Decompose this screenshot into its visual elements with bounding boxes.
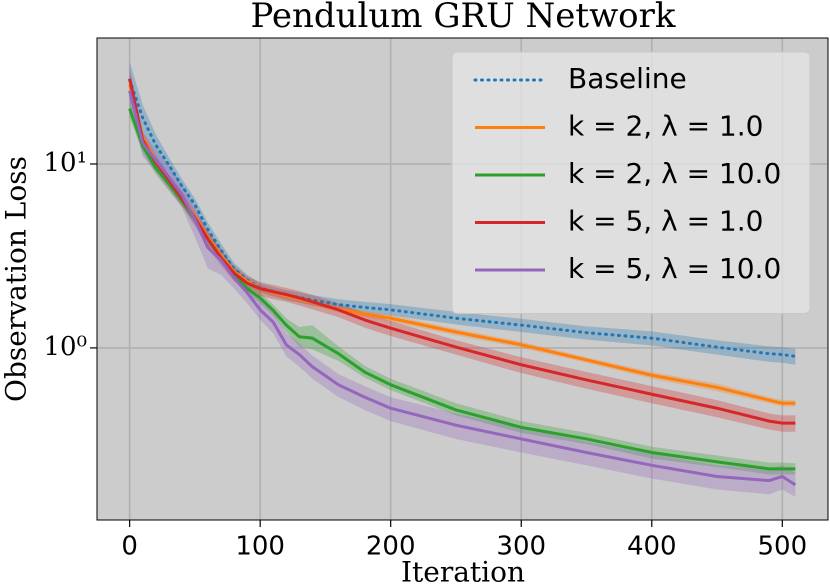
plot-frame: [96, 37, 829, 521]
x-tick-label: 500: [757, 532, 807, 562]
legend-label: k = 2, λ = 10.0: [568, 157, 781, 190]
x-tick-label: 400: [627, 532, 677, 562]
x-tick-label: 300: [496, 532, 546, 562]
y-tick-label: 10⁰: [43, 332, 87, 362]
series-line: [128, 90, 797, 487]
lines: [128, 78, 797, 487]
x-axis-label: Iteration: [401, 556, 525, 588]
legend-label: k = 5, λ = 1.0: [568, 205, 763, 238]
chart-title: Pendulum GRU Network: [250, 0, 675, 36]
ticks: 0 100 200 300 400 500 10⁰ 10¹: [43, 148, 807, 562]
legend-label: k = 5, λ = 10.0: [568, 252, 781, 285]
x-tick-label: 0: [121, 532, 138, 562]
x-tick-label: 100: [235, 532, 285, 562]
legend-label: k = 2, λ = 1.0: [568, 110, 763, 143]
y-axis-label: Observation Loss: [0, 156, 33, 402]
legend: Baseline k = 2, λ = 1.0 k = 2, λ = 10.0 k =…: [451, 51, 811, 314]
legend-box: [451, 51, 811, 314]
y-tick-label: 10¹: [43, 148, 87, 178]
series-line: [128, 78, 797, 358]
x-tick-label: 200: [366, 532, 416, 562]
legend-label: Baseline: [568, 62, 687, 95]
